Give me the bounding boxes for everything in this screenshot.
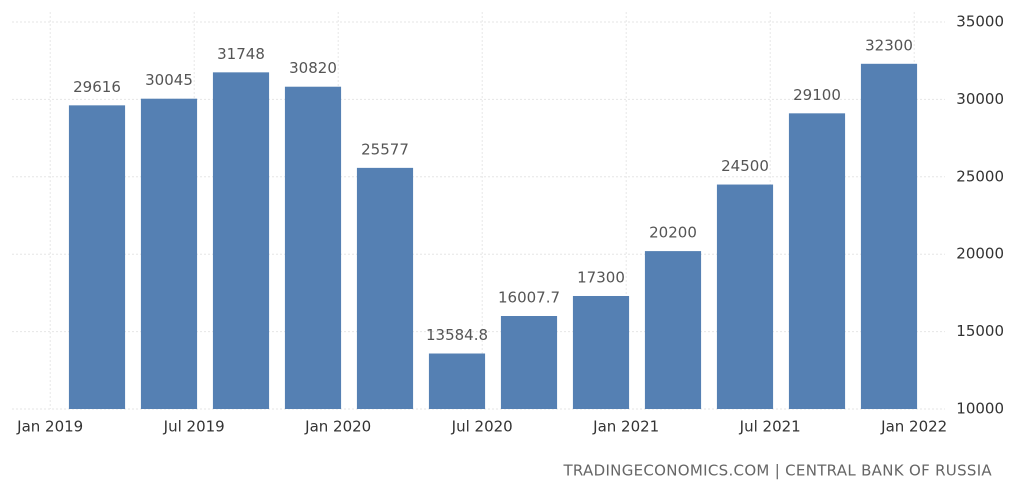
y-tick-label: 30000 xyxy=(956,90,1004,108)
x-tick-label: Jan 2022 xyxy=(880,418,947,436)
y-tick-label: 25000 xyxy=(956,167,1004,185)
x-tick-label: Jan 2019 xyxy=(16,418,83,436)
x-tick-label: Jul 2019 xyxy=(163,418,225,436)
data-label: 13584.8 xyxy=(426,326,488,344)
x-tick-label: Jul 2020 xyxy=(451,418,513,436)
data-label: 31748 xyxy=(217,45,265,63)
data-label: 32300 xyxy=(865,36,913,54)
x-tick-label: Jan 2021 xyxy=(592,418,659,436)
bar xyxy=(500,316,558,409)
x-tick-label: Jul 2021 xyxy=(739,418,801,436)
y-tick-label: 15000 xyxy=(956,322,1004,340)
data-label: 30820 xyxy=(289,59,337,77)
bar xyxy=(644,251,702,409)
bar xyxy=(212,72,270,410)
data-label: 24500 xyxy=(721,157,769,175)
y-tick-label: 35000 xyxy=(956,13,1004,31)
data-label: 30045 xyxy=(145,71,193,89)
bar xyxy=(68,105,126,409)
data-label: 25577 xyxy=(361,140,409,158)
source: TRADINGECONOMICS.COM | CENTRAL BANK OF R… xyxy=(562,462,992,480)
bar xyxy=(140,98,198,409)
data-label: 29616 xyxy=(73,78,121,96)
bar xyxy=(356,167,414,409)
x-tick-label: Jan 2020 xyxy=(304,418,371,436)
bar xyxy=(788,113,846,409)
data-label: 29100 xyxy=(793,86,841,104)
y-tick-label: 20000 xyxy=(956,245,1004,263)
bar xyxy=(572,295,630,409)
bar xyxy=(428,353,486,409)
data-label: 16007.7 xyxy=(498,289,560,307)
data-label: 17300 xyxy=(577,268,625,286)
bar xyxy=(716,184,774,409)
data-label: 20200 xyxy=(649,224,697,242)
bar xyxy=(860,63,918,410)
bar xyxy=(284,86,342,410)
y-tick-label: 10000 xyxy=(956,400,1004,418)
